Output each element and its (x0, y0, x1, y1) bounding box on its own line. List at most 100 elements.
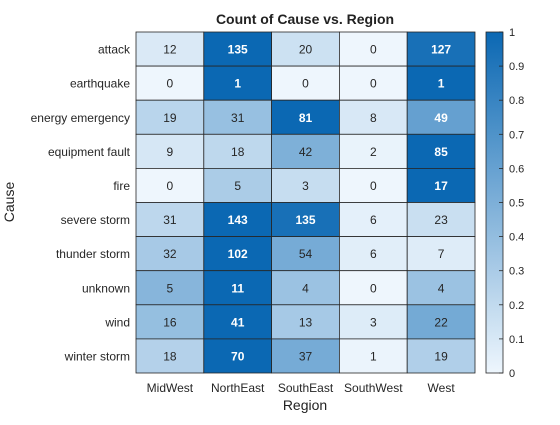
heatmap-cell (135, 31, 205, 67)
y-tick-label: winter storm (64, 349, 130, 363)
heatmap-cell (203, 99, 273, 135)
cell-value-label: 9 (167, 145, 174, 159)
cell-value-label: 16 (163, 315, 177, 329)
heatmap-cell (406, 304, 476, 340)
heatmap-cell (406, 270, 476, 306)
x-tick-label: SouthWest (344, 381, 403, 395)
cell-value-label: 31 (163, 213, 177, 227)
colorbar-tick-label: 0.8 (509, 95, 524, 107)
y-tick-label: energy emergency (31, 111, 130, 125)
cell-value-label: 0 (370, 281, 377, 295)
x-tick-label: NorthEast (211, 381, 265, 395)
x-tick-label: MidWest (147, 381, 194, 395)
colorbar-tick-label: 0.3 (509, 266, 524, 278)
heatmap-cell (406, 202, 476, 237)
cell-value-label: 5 (234, 179, 241, 193)
cell-value-label: 70 (231, 349, 245, 363)
y-tick-label: severe storm (61, 213, 130, 227)
y-tick-label: earthquake (70, 77, 130, 91)
colorbar-tick-label: 0.5 (509, 198, 524, 210)
heatmap-cell (203, 167, 273, 203)
heatmap-cell (271, 133, 340, 169)
colorbar-tick-label: 1 (509, 27, 515, 39)
colorbar-tick-label: 0.7 (509, 129, 524, 141)
colorbar: 0 0.1 0.2 0.3 0.4 0.5 0.6 0.7 0.8 0.9 1 (485, 27, 524, 380)
heatmap-cell (135, 167, 205, 203)
cell-value-label: 1 (370, 349, 377, 363)
cell-value-label: 41 (231, 315, 245, 329)
heatmap-cell (135, 338, 205, 374)
cell-value-label: 0 (370, 179, 377, 193)
heatmap-cell (271, 270, 340, 306)
heatmap-cell (338, 65, 408, 101)
heatmap-cell (338, 99, 408, 135)
cell-value-label: 0 (370, 43, 377, 57)
cell-value-label: 42 (299, 145, 313, 159)
cell-value-label: 5 (167, 281, 174, 295)
cell-value-label: 85 (434, 145, 448, 159)
cell-value-label: 19 (434, 349, 448, 363)
cell-value-label: 81 (299, 111, 313, 125)
heatmap-cell (406, 65, 476, 101)
x-axis-label: Region (283, 397, 327, 413)
cell-value-label: 18 (163, 349, 177, 363)
x-tick-labels: MidWest NorthEast SouthEast SouthWest West (147, 381, 456, 395)
y-tick-label: thunder storm (56, 247, 130, 261)
heatmap-cell (135, 304, 205, 340)
heatmap-cell (271, 31, 340, 67)
heatmap-cell (135, 202, 205, 237)
colorbar-tick-label: 0.6 (509, 163, 524, 175)
cell-value-label: 22 (434, 315, 448, 329)
colorbar-tick-label: 0 (509, 368, 515, 380)
heatmap-cell (338, 133, 408, 169)
heatmap-cell (203, 338, 273, 374)
heatmap-cell (271, 338, 340, 374)
cell-value-label: 19 (163, 111, 177, 125)
heatmap-cell (406, 167, 476, 203)
cell-value-label: 7 (438, 247, 445, 261)
colorbar-tick-label: 0.2 (509, 300, 524, 312)
cell-value-label: 135 (295, 213, 315, 227)
cell-value-label: 49 (434, 111, 448, 125)
heatmap-cell (135, 236, 205, 272)
y-tick-label: attack (98, 43, 131, 57)
heatmap-cell (406, 99, 476, 135)
y-tick-label: unknown (82, 281, 130, 295)
heatmap-cell (406, 338, 476, 374)
cell-value-label: 0 (370, 77, 377, 91)
cell-value-label: 6 (370, 213, 377, 227)
heatmap-cell (338, 167, 408, 203)
cell-value-label: 0 (167, 77, 174, 91)
cell-value-label: 2 (370, 145, 377, 159)
cell-value-label: 4 (302, 281, 309, 295)
cell-value-label: 20 (299, 43, 313, 57)
cell-value-label: 127 (431, 43, 451, 57)
cell-value-label: 37 (299, 349, 313, 363)
cell-value-label: 0 (302, 77, 309, 91)
heatmap-cell (271, 304, 340, 340)
cell-value-label: 23 (434, 213, 448, 227)
cell-value-label: 11 (231, 281, 244, 295)
heatmap-cell (203, 31, 273, 67)
cell-value-label: 4 (438, 281, 445, 295)
cell-value-label: 6 (370, 247, 377, 261)
cell-value-label: 1 (438, 77, 445, 91)
y-tick-label: equipment fault (48, 145, 131, 159)
colorbar-tick-label: 0.4 (509, 232, 524, 244)
heatmap-cell (338, 304, 408, 340)
heatmap-cell (338, 202, 408, 237)
cell-value-label: 3 (302, 179, 309, 193)
cell-value-label: 32 (163, 247, 177, 261)
y-tick-labels: attack earthquake energy emergency equipmen… (31, 43, 131, 364)
y-axis-label: Cause (1, 182, 17, 223)
heatmap-cell (271, 65, 340, 101)
cell-value-label: 102 (228, 247, 248, 261)
cell-value-label: 13 (299, 315, 313, 329)
cell-value-label: 54 (299, 247, 313, 261)
colorbar-tick-label: 0.9 (509, 61, 524, 73)
cell-value-label: 31 (231, 111, 245, 125)
heatmap-cell (338, 338, 408, 374)
cell-value-label: 18 (231, 145, 245, 159)
cell-value-label: 135 (228, 43, 248, 57)
